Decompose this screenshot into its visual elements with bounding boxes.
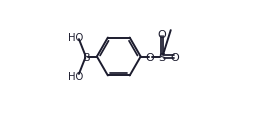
Text: S: S <box>158 52 166 62</box>
Text: O: O <box>171 52 179 62</box>
Text: HO: HO <box>68 33 83 43</box>
Text: O: O <box>146 52 155 62</box>
Text: O: O <box>158 30 166 40</box>
Text: B: B <box>82 52 90 62</box>
Text: HO: HO <box>68 71 83 81</box>
